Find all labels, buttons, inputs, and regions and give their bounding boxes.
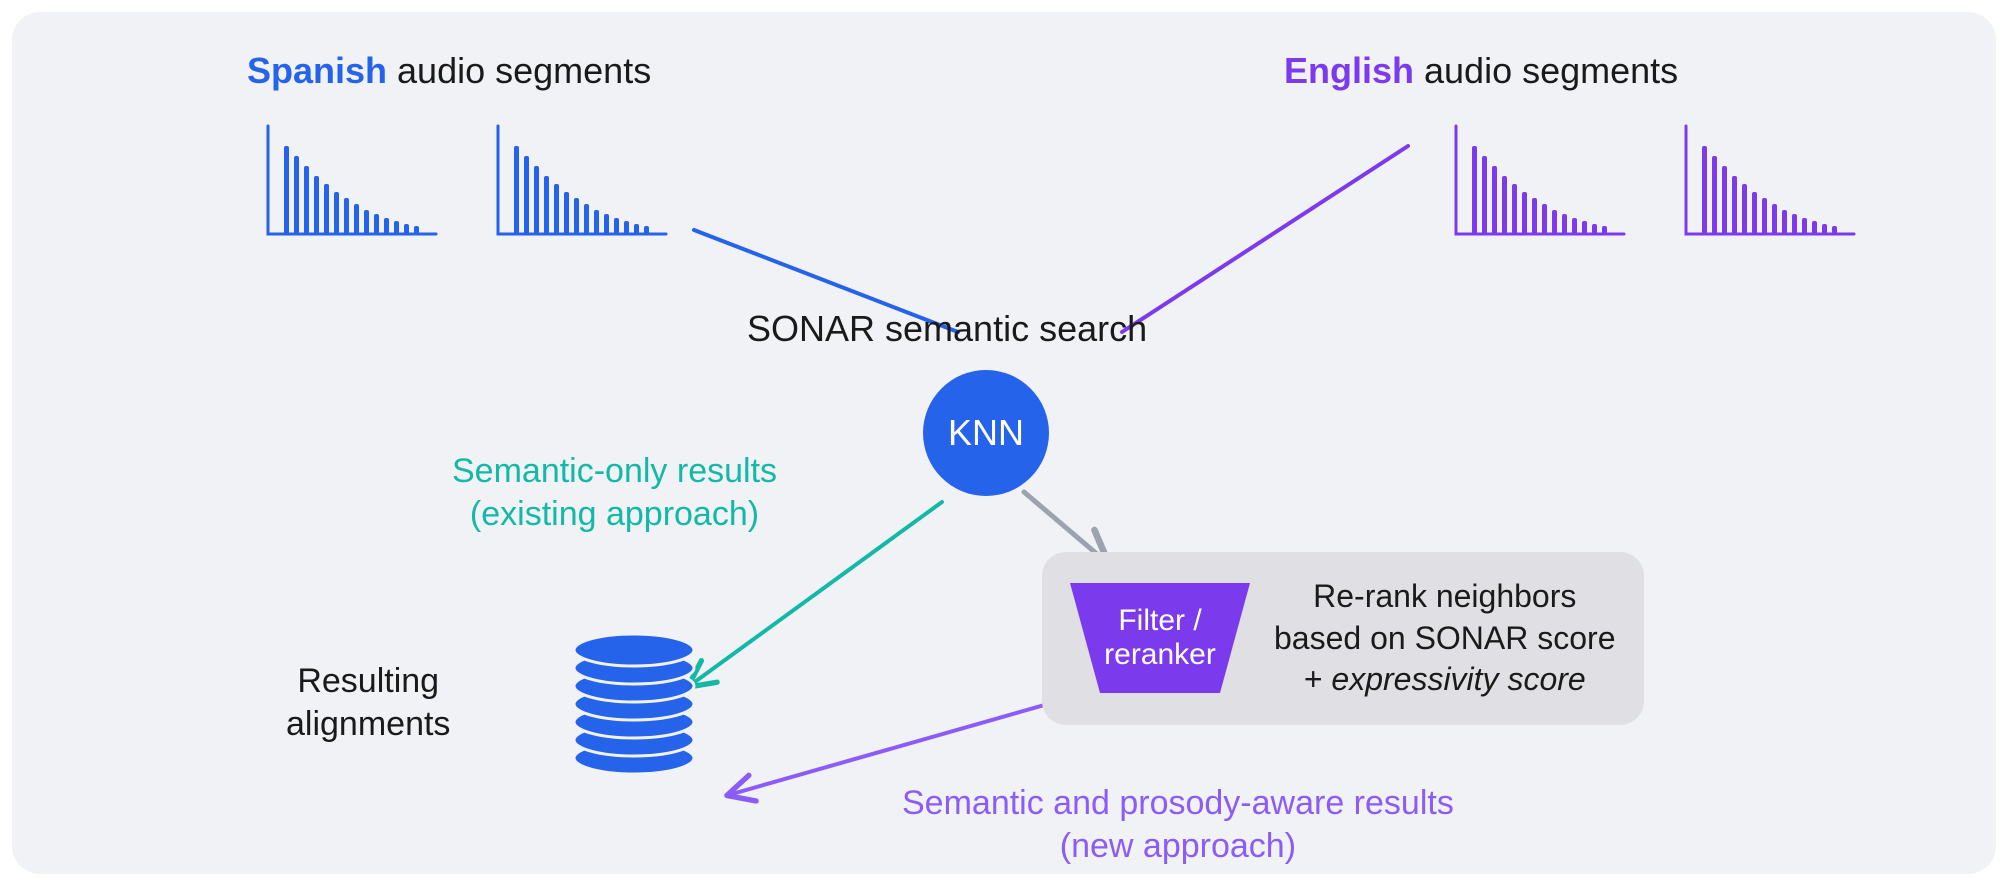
filter-l1: Filter / — [1118, 604, 1201, 639]
rerank-l3-em: expressivity score — [1331, 661, 1585, 697]
sonar-label: SONAR semantic search — [747, 308, 1147, 350]
rerank-l2: based on SONAR score — [1274, 620, 1616, 656]
rerank-l3-pre: + — [1304, 661, 1332, 697]
database-icon — [572, 632, 696, 787]
semantic-only-l2: (existing approach) — [470, 495, 759, 533]
knn-label: KNN — [948, 412, 1024, 454]
semantic-only-l1: Semantic-only results — [452, 452, 777, 490]
prosody-l2: (new approach) — [1060, 827, 1296, 865]
filter-l2: reranker — [1104, 638, 1216, 673]
reranker-box: Filter / reranker Re-rank neighbors base… — [1042, 552, 1644, 725]
resulting-label: Resulting alignments — [286, 660, 450, 745]
resulting-l1: Resulting — [297, 662, 439, 700]
resulting-l2: alignments — [286, 705, 450, 743]
prosody-label: Semantic and prosody-aware results (new … — [902, 782, 1454, 867]
filter-reranker-node: Filter / reranker — [1070, 583, 1250, 693]
semantic-only-label: Semantic-only results (existing approach… — [452, 450, 777, 535]
knn-node: KNN — [923, 370, 1049, 496]
rerank-description: Re-rank neighbors based on SONAR score +… — [1274, 576, 1616, 701]
diagram-canvas: Spanish audio segments English audio seg… — [12, 12, 1996, 874]
rerank-l1: Re-rank neighbors — [1313, 578, 1576, 614]
prosody-l1: Semantic and prosody-aware results — [902, 784, 1454, 822]
